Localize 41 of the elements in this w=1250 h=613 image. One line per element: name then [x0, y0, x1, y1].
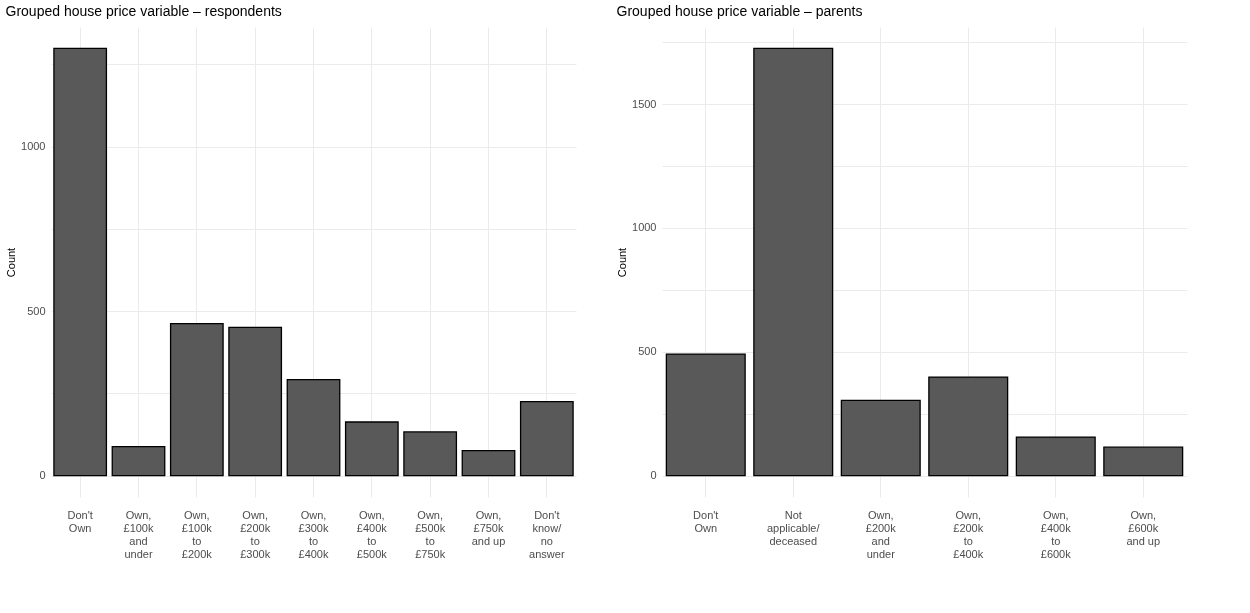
y-tick-label: 500	[638, 345, 657, 358]
x-tick-label: Own, £100k to £200k	[181, 508, 213, 560]
x-tick-label: Own, £750k and up	[471, 508, 506, 547]
bar	[286, 378, 341, 477]
bar	[1103, 446, 1184, 477]
bar	[344, 421, 399, 477]
y-axis-title: Count	[616, 247, 629, 278]
x-tick-label: Own, £200k to £300k	[240, 508, 271, 560]
y-tick-label: 1000	[21, 140, 46, 153]
bar	[1015, 436, 1096, 477]
x-tick-label: Don't Own	[693, 508, 719, 534]
x-tick-label: Own, £100k and under	[123, 508, 154, 560]
y-axis-title: Count	[5, 247, 18, 278]
x-tick-label: Own, £500k to £750k	[415, 508, 446, 560]
x-tick-label: Own, £200k and under	[865, 508, 897, 560]
y-tick-label: 1500	[632, 97, 657, 110]
bar	[928, 376, 1009, 477]
y-tick-label: 0	[39, 469, 46, 482]
chart-title: Grouped house price variable – parents	[616, 3, 863, 19]
y-tick-label: 1000	[632, 221, 657, 234]
x-tick-label: Own, £400k to £600k	[1040, 508, 1072, 560]
bar	[665, 353, 746, 477]
y-tick-label: 500	[27, 304, 46, 317]
bar	[519, 400, 574, 477]
x-tick-label: Own, £200k to £400k	[953, 508, 984, 560]
bar	[228, 326, 283, 477]
bar	[840, 399, 921, 477]
x-tick-label: Not applicable/ deceased	[766, 508, 821, 547]
x-tick-label: Own, £600k and up	[1126, 508, 1161, 547]
x-tick-label: Own, £400k to £500k	[356, 508, 388, 560]
bar	[111, 446, 166, 477]
bar	[753, 47, 834, 477]
x-tick-label: Don't Own	[67, 508, 93, 534]
bar	[169, 323, 224, 477]
x-tick-label: Don't know/ no answer	[529, 508, 565, 560]
bar	[53, 47, 108, 477]
y-tick-label: 0	[650, 469, 657, 482]
bar	[461, 449, 516, 477]
bar	[403, 431, 458, 477]
x-tick-label: Own, £300k to £400k	[298, 508, 329, 560]
chart-title: Grouped house price variable – respondents	[5, 3, 282, 19]
